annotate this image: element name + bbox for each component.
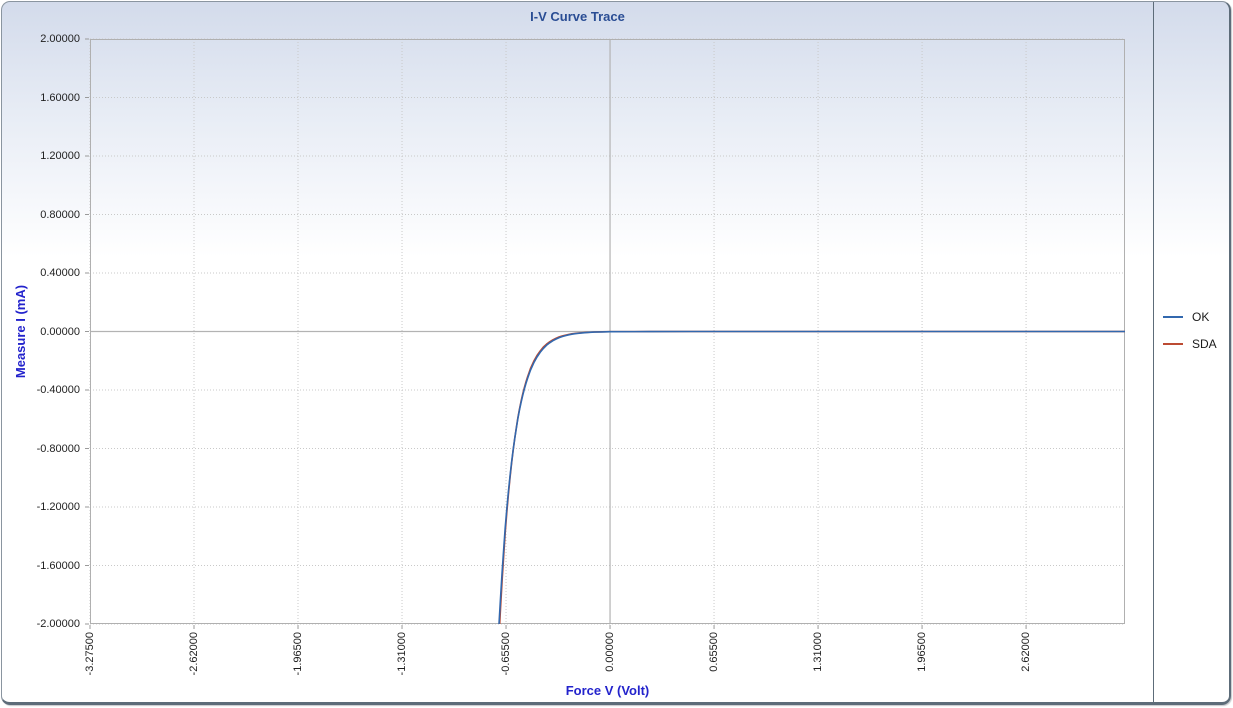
x-tick-label: -1.96500 — [292, 632, 305, 676]
legend-separator — [1153, 2, 1154, 702]
y-tick-label: -2.00000 — [36, 618, 80, 630]
series-line-ok — [498, 330, 1125, 625]
y-axis-title: Measure I (mA) — [13, 284, 28, 379]
x-tick-label: -2.62000 — [188, 632, 200, 676]
y-tick-label: 2.00000 — [40, 33, 80, 45]
x-tick-label: -1.31000 — [396, 632, 409, 676]
y-tick-label: -1.20000 — [36, 501, 80, 513]
x-tick-label: 2.62000 — [1020, 632, 1033, 672]
legend-label: OK — [1192, 310, 1210, 324]
y-tick-label: -1.60000 — [36, 559, 80, 572]
y-tick-label: 0.80000 — [40, 208, 80, 221]
plot-area[interactable] — [85, 38, 1125, 629]
legend: OK SDA — [1154, 2, 1229, 702]
x-tick-label: -0.65500 — [500, 632, 513, 676]
chart-title: I-V Curve Trace — [530, 9, 625, 24]
y-tick-label: 0.00000 — [40, 325, 80, 338]
legend-item-sda[interactable]: SDA — [1163, 337, 1217, 351]
x-tick-label: 0.00000 — [604, 632, 617, 672]
series-line-sda — [498, 330, 1125, 625]
legend-line-swatch — [1163, 316, 1183, 318]
x-tick-label: -3.27500 — [84, 632, 96, 676]
y-tick-label: 1.60000 — [40, 91, 80, 104]
legend-item-ok[interactable]: OK — [1163, 310, 1209, 324]
plot-canvas — [85, 38, 1125, 629]
legend-label: SDA — [1192, 337, 1217, 351]
y-tick-label: -0.40000 — [36, 384, 80, 396]
x-tick-label: 1.96500 — [916, 632, 929, 672]
y-tick-label: 0.40000 — [40, 267, 80, 279]
legend-line-swatch — [1163, 343, 1183, 345]
x-tick-label: 0.65500 — [708, 632, 721, 672]
x-tick-label: 1.31000 — [812, 632, 825, 672]
y-tick-label: 1.20000 — [40, 150, 80, 162]
y-tick-label: -0.80000 — [36, 442, 80, 455]
x-axis-title: Force V (Volt) — [565, 683, 650, 698]
